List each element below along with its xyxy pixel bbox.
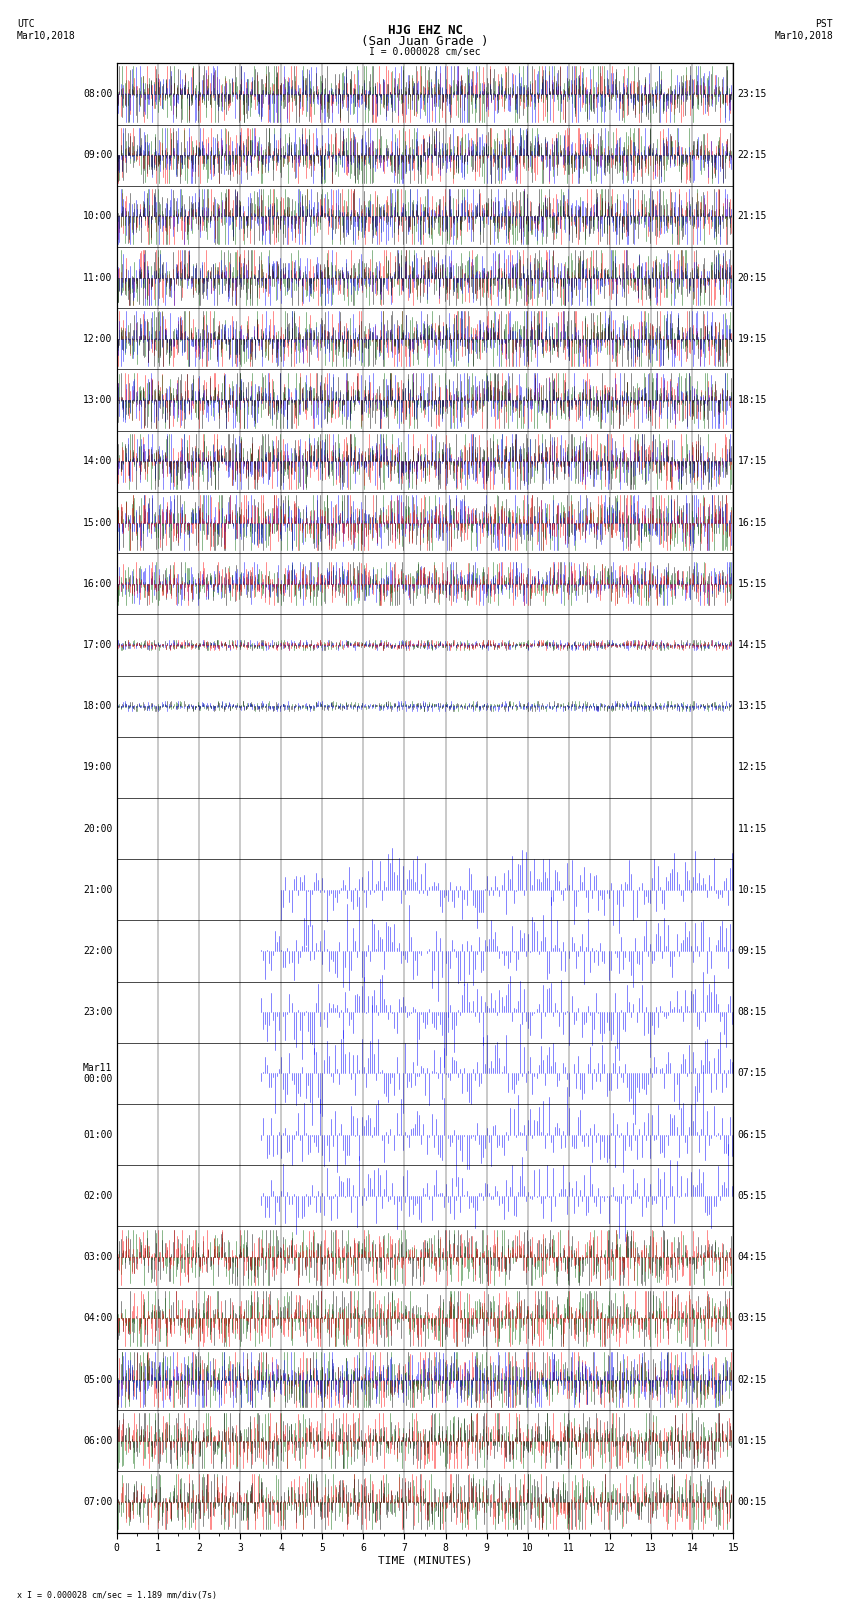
Text: (San Juan Grade ): (San Juan Grade ): [361, 35, 489, 48]
X-axis label: TIME (MINUTES): TIME (MINUTES): [377, 1557, 473, 1566]
Text: Mar10,2018: Mar10,2018: [17, 31, 76, 40]
Text: PST: PST: [815, 19, 833, 29]
Text: I = 0.000028 cm/sec: I = 0.000028 cm/sec: [369, 47, 481, 56]
Text: UTC: UTC: [17, 19, 35, 29]
Text: Mar10,2018: Mar10,2018: [774, 31, 833, 40]
Text: HJG EHZ NC: HJG EHZ NC: [388, 24, 462, 37]
Text: x I = 0.000028 cm/sec = 1.189 mm/div(7s): x I = 0.000028 cm/sec = 1.189 mm/div(7s): [17, 1590, 217, 1600]
